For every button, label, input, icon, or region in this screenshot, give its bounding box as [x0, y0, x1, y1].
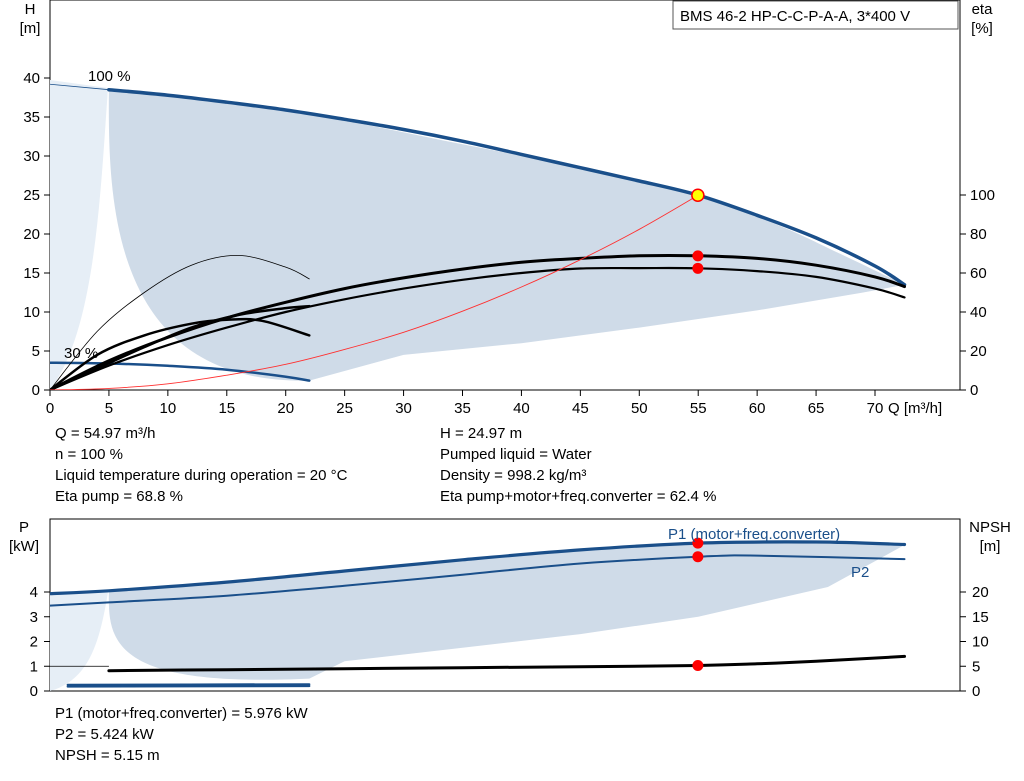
- npsh-axis-label-line1: NPSH: [969, 519, 1011, 536]
- h-tick-label: 0: [32, 382, 40, 399]
- x-tick-label: 65: [808, 400, 825, 417]
- x-tick-label: 0: [46, 400, 54, 417]
- eta-pump-motor-conv-curve: [50, 266, 906, 390]
- info-eta-pump: Eta pump = 68.8 %: [55, 488, 183, 505]
- eta-tick-label: 40: [970, 304, 987, 321]
- p-tick-label: 4: [30, 584, 38, 601]
- speed-label-max: 100 %: [88, 68, 131, 85]
- x-tick-label: 20: [277, 400, 294, 417]
- info-top-right: H = 24.97 m Pumped liquid = Water Densit…: [440, 423, 716, 507]
- p1-point-marker: [692, 537, 704, 549]
- x-tick-label: 50: [631, 400, 648, 417]
- h-tick-label: 40: [23, 70, 40, 87]
- eta-tick-label: 80: [970, 226, 987, 243]
- npsh-tick-label: 20: [972, 584, 989, 601]
- head-axis-label-line1: H: [25, 1, 36, 18]
- npsh-point-marker: [692, 660, 704, 672]
- eta-pump-point-marker: [692, 250, 704, 262]
- eta-pump-curve: [50, 254, 906, 390]
- x-tick-label: 70: [867, 400, 884, 417]
- h-tick-label: 5: [32, 343, 40, 360]
- head-plot-area: [50, 80, 907, 390]
- h-tick-label: 35: [23, 109, 40, 126]
- x-tick-label: 45: [572, 400, 589, 417]
- eta-pump-30-curve: [50, 304, 311, 390]
- h-tick-label: 30: [23, 148, 40, 165]
- eta-thin-low-curve: [50, 254, 310, 390]
- info-pumped-liquid: Pumped liquid = Water: [440, 446, 592, 463]
- pump-model-box: [672, 0, 959, 30]
- info-p1: P1 (motor+freq.converter) = 5.976 kW: [55, 705, 308, 722]
- eta-tick-label: 0: [970, 382, 978, 399]
- p1-curve-label: P1 (motor+freq.converter): [668, 526, 840, 543]
- power-axes: 0 1 2 3 4 0 5 10 15 20: [30, 537, 989, 700]
- p2-curve-label: P2: [851, 564, 869, 581]
- npsh-tick-label: 15: [972, 609, 989, 626]
- npsh-curve: [107, 654, 906, 673]
- p1-30-curve: [66, 683, 311, 686]
- p2-point-marker: [692, 551, 704, 563]
- npsh-axis-label-line2: [m]: [980, 538, 1001, 555]
- p-tick-label: 0: [30, 683, 38, 700]
- p2-curve: [50, 554, 906, 607]
- p2-30-curve: [66, 684, 311, 688]
- power-plot-area: [50, 540, 907, 691]
- info-flow: Q = 54.97 m³/h: [55, 425, 156, 442]
- pump-model-label: BMS 46-2 HP-C-C-P-A-A, 3*400 V: [680, 8, 910, 25]
- info-head: H = 24.97 m: [440, 425, 523, 442]
- operating-region: [50, 84, 905, 381]
- duty-point-marker: [691, 188, 705, 202]
- npsh-tick-label: 5: [972, 658, 980, 675]
- head-axis-label-line2: [m]: [20, 20, 41, 37]
- power-axis-label-line1: P: [19, 519, 29, 536]
- speed-label-min: 30 %: [64, 345, 98, 362]
- x-tick-label: 60: [749, 400, 766, 417]
- npsh-tick-label: 0: [972, 683, 980, 700]
- x-tick-label: 40: [513, 400, 530, 417]
- info-liquid-temp: Liquid temperature during operation = 20…: [55, 467, 348, 484]
- flow-axis-label: Q [m³/h]: [888, 400, 942, 417]
- x-tick-label: 10: [160, 400, 177, 417]
- p-tick-label: 3: [30, 609, 38, 626]
- info-p2: P2 = 5.424 kW: [55, 726, 154, 743]
- eta-tick-label: 60: [970, 265, 987, 282]
- p-tick-label: 1: [30, 658, 38, 675]
- x-tick-label: 15: [218, 400, 235, 417]
- info-density: Density = 998.2 kg/m³: [440, 467, 587, 484]
- eta-axis-label-line2: [%]: [971, 20, 993, 37]
- info-speed: n = 100 %: [55, 446, 123, 463]
- power-region-light: [50, 592, 108, 691]
- eta-pump-motor-30-curve: [50, 317, 311, 390]
- x-tick-label: 55: [690, 400, 707, 417]
- power-axis-label-line2: [kW]: [9, 538, 39, 555]
- power-region: [108, 541, 905, 680]
- operating-region-light: [50, 80, 108, 390]
- p-tick-label: 2: [30, 634, 38, 651]
- h-tick-label: 15: [23, 265, 40, 282]
- x-tick-label: 35: [454, 400, 471, 417]
- x-tick-label: 30: [395, 400, 412, 417]
- head-axes: 0 5 10 15 20 25 30 35 40 45 50 55 60 65 70 0 5 10 15 20 25 30…: [23, 70, 995, 417]
- system-curve-curve: [50, 194, 699, 390]
- x-tick-label: 5: [105, 400, 113, 417]
- info-top-left: Q = 54.97 m³/h n = 100 % Liquid temperat…: [55, 423, 347, 507]
- npsh-tick-label: 10: [972, 634, 989, 651]
- x-tick-label: 25: [336, 400, 353, 417]
- h-tick-label: 20: [23, 226, 40, 243]
- eta-tick-label: 100: [970, 187, 995, 204]
- head-100-curve: [107, 87, 907, 287]
- p1-curve: [50, 540, 907, 596]
- eta-total-point-marker: [692, 262, 704, 274]
- eta-tick-label: 20: [970, 343, 987, 360]
- eta-axis-label-line1: eta: [972, 1, 994, 18]
- info-npsh: NPSH = 5.15 m: [55, 747, 160, 764]
- h-tick-label: 25: [23, 187, 40, 204]
- head-extension-line: [50, 83, 109, 91]
- info-eta-total: Eta pump+motor+freq.converter = 62.4 %: [440, 488, 717, 505]
- h-tick-label: 10: [23, 304, 40, 321]
- info-bottom: P1 (motor+freq.converter) = 5.976 kW P2 …: [55, 703, 308, 766]
